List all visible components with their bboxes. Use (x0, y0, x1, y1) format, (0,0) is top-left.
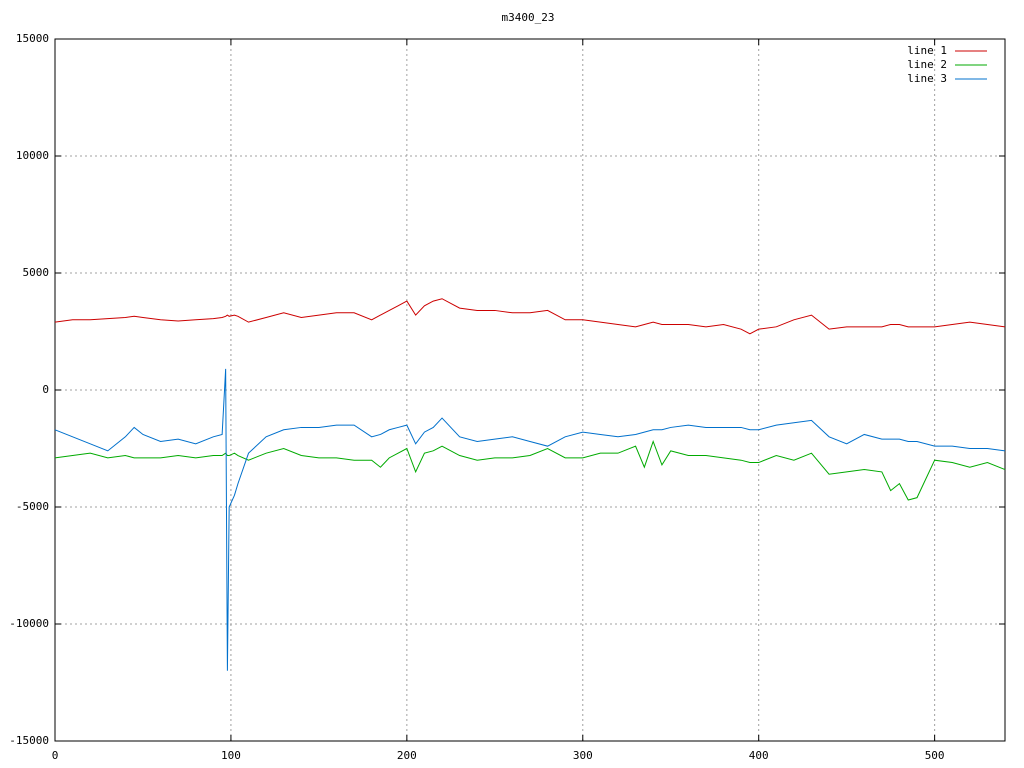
legend-label: line 2 (907, 58, 947, 71)
y-tick-label: -15000 (9, 734, 49, 747)
y-tick-label: -5000 (16, 500, 49, 513)
y-tick-label: 15000 (16, 32, 49, 45)
y-tick-label: -10000 (9, 617, 49, 630)
series-line (54, 439, 1006, 501)
plot-frame (54, 38, 1006, 742)
legend-label: line 1 (907, 44, 947, 57)
y-tick-label: 10000 (16, 149, 49, 162)
x-tick-label: 200 (397, 749, 417, 762)
y-tick-label: 5000 (23, 266, 50, 279)
x-tick-label: 100 (221, 749, 241, 762)
x-tick-label: 0 (52, 749, 59, 762)
legend-label: line 3 (907, 72, 947, 85)
series-line (54, 368, 1006, 671)
x-tick-label: 300 (573, 749, 593, 762)
y-tick-label: 0 (42, 383, 49, 396)
x-tick-label: 500 (925, 749, 945, 762)
chart-title: m3400_23 (502, 11, 555, 24)
series-line (54, 298, 1006, 335)
x-tick-label: 400 (749, 749, 769, 762)
